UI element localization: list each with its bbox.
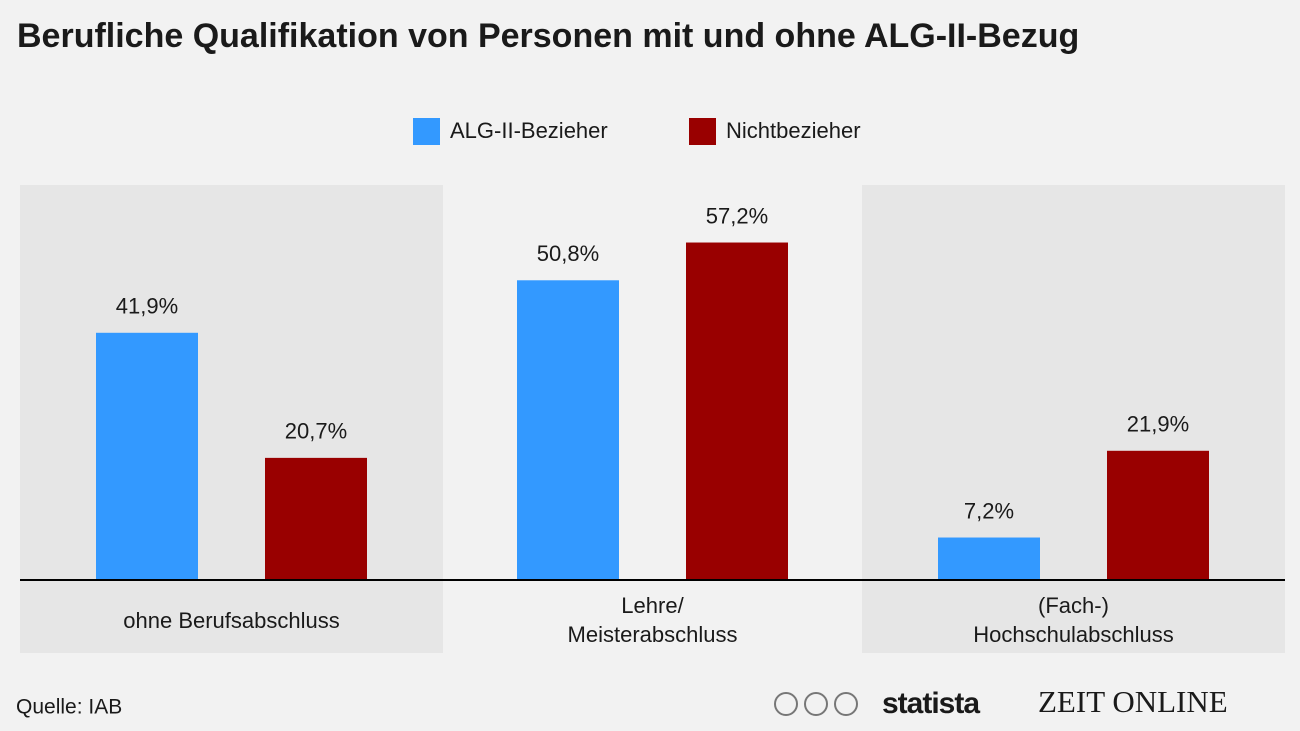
source: Quelle: IAB — [16, 696, 122, 719]
value-label: 41,9% — [116, 294, 178, 319]
legend-swatch — [689, 118, 716, 145]
bar — [265, 457, 367, 580]
value-label: 7,2% — [964, 498, 1014, 523]
bar — [1107, 450, 1209, 580]
category-panel — [862, 185, 1285, 653]
bar — [938, 537, 1040, 580]
x-tick-label: (Fach-) Hochschulabschluss — [973, 593, 1174, 647]
bar — [96, 332, 198, 580]
legend-label: Nichtbezieher — [726, 118, 861, 143]
chart-title: Berufliche Qualifikation von Personen mi… — [17, 17, 1079, 55]
logo-zeit: ZEIT ONLINE — [1038, 684, 1228, 719]
x-tick-label: ohne Berufsabschluss — [123, 607, 340, 633]
bar — [517, 280, 619, 580]
value-label: 21,9% — [1127, 412, 1189, 437]
x-tick-label: Lehre/ Meisterabschluss — [567, 593, 738, 647]
license-icons — [774, 692, 858, 716]
category-panel — [20, 185, 443, 653]
legend-swatch — [413, 118, 440, 145]
value-label: 57,2% — [706, 203, 768, 228]
bar — [686, 242, 788, 580]
value-label: 20,7% — [285, 419, 347, 444]
logo-statista: statista — [882, 687, 980, 720]
legend-label: ALG-II-Bezieher — [450, 118, 608, 143]
value-label: 50,8% — [537, 241, 599, 266]
